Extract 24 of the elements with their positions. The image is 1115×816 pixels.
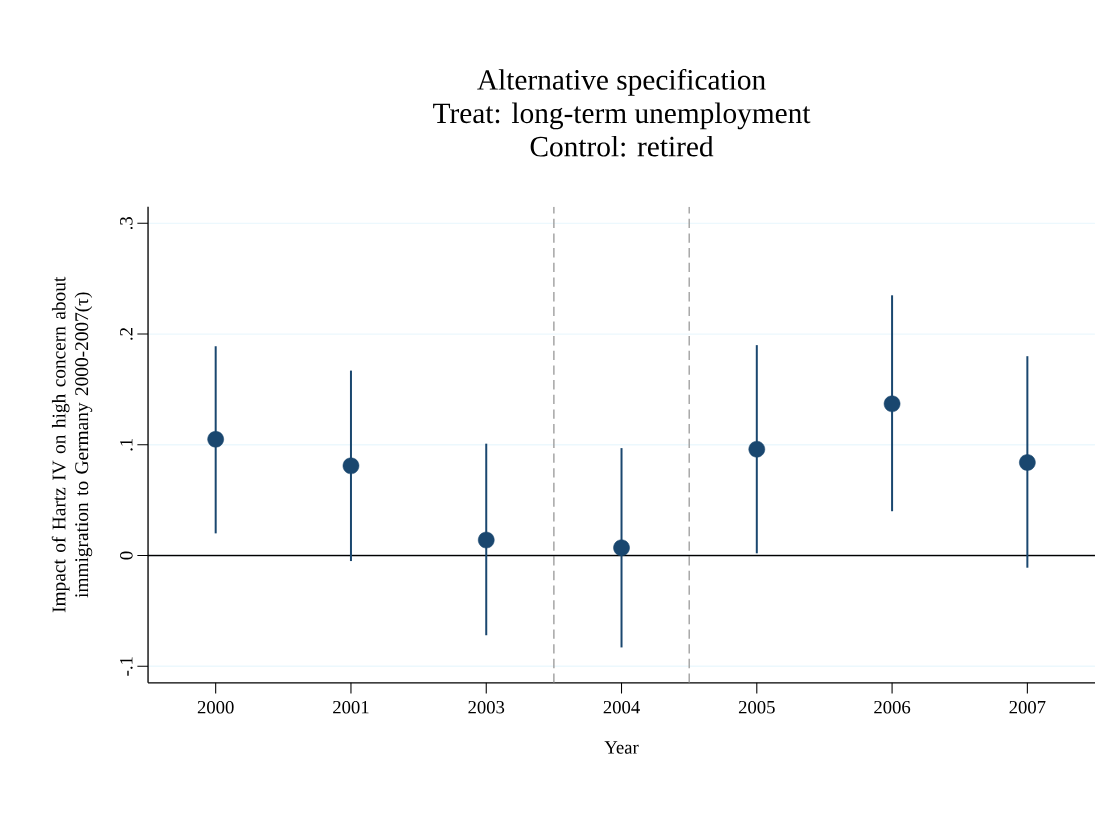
x-tick-label: 2006	[874, 700, 911, 714]
chart-title: Alternative specification	[477, 68, 766, 96]
x-tick-label: 2001	[333, 700, 369, 714]
y-tick-label: .2	[120, 327, 133, 340]
point	[477, 531, 495, 549]
point	[1019, 454, 1036, 471]
x-tick-label: 2005	[738, 700, 775, 714]
x-tick-label: 2007	[1009, 700, 1046, 714]
y-tick-label: .3	[120, 216, 133, 229]
point	[883, 395, 901, 412]
x-tick-label: 2004	[603, 700, 640, 714]
x-axis-title: Year	[604, 741, 639, 754]
y-tick-label: -.1	[120, 657, 133, 676]
point	[613, 539, 630, 556]
chart-subtitle: Treat: long-term unemployment	[433, 102, 811, 130]
point	[748, 440, 766, 458]
point	[207, 430, 224, 448]
point	[342, 457, 360, 474]
y-tick-label: .1	[120, 438, 133, 451]
y-tick-label: 0	[120, 551, 133, 560]
x-tick-label: 2000	[197, 700, 234, 714]
x-tick-label: 2003	[468, 700, 505, 714]
y-axis-title: Impact of Hartz IV on high concern about immigration to Germany 2000-2007(τ)	[51, 276, 93, 613]
text: Control: retired	[530, 135, 714, 157]
